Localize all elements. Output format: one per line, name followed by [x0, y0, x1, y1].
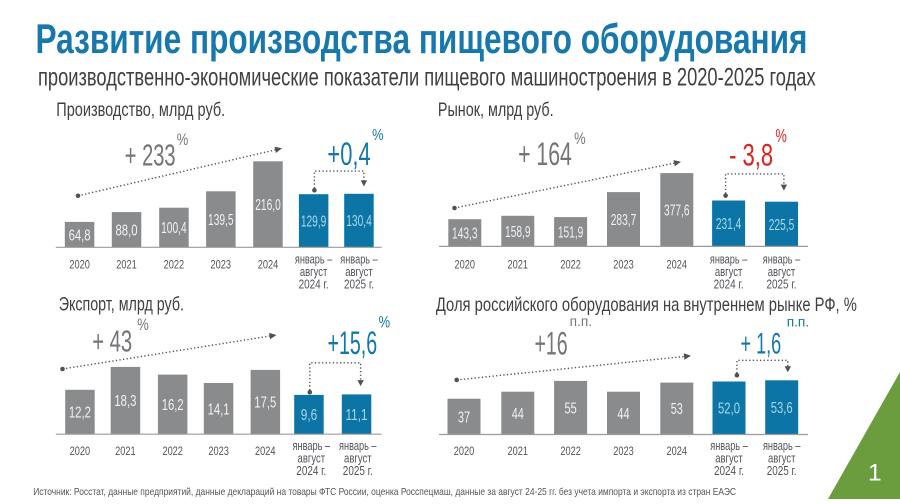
svg-text:37: 37 — [458, 409, 470, 426]
svg-text:2024: 2024 — [667, 444, 688, 458]
svg-text:п.п.: п.п. — [570, 313, 593, 329]
svg-text:Источник: Росстат, данные пред: Источник: Росстат, данные предприятий, д… — [33, 486, 736, 498]
svg-text:225,5: 225,5 — [769, 217, 795, 234]
svg-text:Доля российского оборудования: Доля российского оборудования на внутрен… — [436, 294, 857, 316]
svg-text:130,4: 130,4 — [346, 213, 372, 230]
svg-text:100,4: 100,4 — [161, 220, 187, 237]
svg-text:август: август — [715, 452, 743, 466]
svg-text:2024: 2024 — [255, 444, 276, 458]
svg-text:64,8: 64,8 — [69, 227, 91, 244]
svg-text:январь –: январь – — [763, 439, 801, 453]
svg-text:1: 1 — [868, 460, 882, 487]
svg-text:Рынок, млрд руб.: Рынок, млрд руб. — [438, 99, 554, 121]
svg-text:2023: 2023 — [613, 444, 634, 458]
svg-text:август: август — [768, 265, 796, 279]
svg-text:216,0: 216,0 — [255, 197, 281, 214]
svg-text:2025 г.: 2025 г. — [343, 464, 373, 478]
svg-text:+ 1,6: + 1,6 — [741, 328, 782, 361]
svg-text:2024 г.: 2024 г. — [296, 464, 326, 478]
svg-text:%: % — [137, 316, 149, 334]
svg-text:%: % — [775, 126, 787, 146]
svg-text:2024 г.: 2024 г. — [299, 278, 329, 292]
svg-text:%: % — [177, 130, 189, 149]
svg-text:158,9: 158,9 — [505, 224, 531, 241]
svg-text:2021: 2021 — [508, 444, 529, 458]
svg-text:52,0: 52,0 — [718, 401, 740, 418]
svg-text:Развитие производства пищевого: Развитие производства пищевого оборудова… — [36, 15, 808, 62]
svg-text:143,3: 143,3 — [452, 226, 478, 243]
svg-text:Экспорт, млрд руб.: Экспорт, млрд руб. — [59, 294, 184, 316]
svg-text:231,4: 231,4 — [716, 216, 742, 233]
svg-text:2024: 2024 — [667, 257, 688, 271]
svg-text:2023: 2023 — [613, 257, 634, 271]
svg-text:11,1: 11,1 — [346, 407, 368, 424]
svg-text:139,5: 139,5 — [208, 212, 234, 229]
svg-text:+16: +16 — [535, 326, 568, 362]
svg-text:2022: 2022 — [560, 257, 581, 271]
svg-text:август: август — [345, 265, 373, 279]
svg-text:август: август — [715, 265, 743, 279]
svg-text:август: август — [298, 452, 326, 466]
svg-text:53: 53 — [671, 401, 683, 418]
svg-text:2023: 2023 — [211, 257, 232, 271]
svg-text:14,1: 14,1 — [208, 401, 230, 418]
svg-text:Производство, млрд руб.: Производство, млрд руб. — [56, 99, 225, 121]
svg-text:44: 44 — [617, 406, 629, 423]
svg-text:2020: 2020 — [454, 444, 475, 458]
svg-text:п.п.: п.п. — [787, 314, 810, 330]
svg-text:%: % — [379, 313, 391, 332]
svg-text:151,9: 151,9 — [558, 224, 584, 241]
svg-text:+0,4: +0,4 — [327, 136, 370, 172]
svg-text:377,6: 377,6 — [664, 202, 690, 219]
svg-text:88,0: 88,0 — [116, 222, 138, 239]
svg-text:январь –: январь – — [293, 439, 331, 453]
svg-text:январь –: январь – — [339, 439, 377, 453]
svg-text:2025 г.: 2025 г. — [344, 278, 374, 292]
svg-text:январь –: январь – — [340, 253, 378, 267]
svg-text:2024 г.: 2024 г. — [714, 278, 744, 292]
svg-text:12,2: 12,2 — [69, 405, 91, 422]
svg-text:2024 г.: 2024 г. — [714, 464, 744, 478]
svg-text:январь –: январь – — [763, 253, 801, 267]
svg-text:2021: 2021 — [508, 257, 529, 271]
svg-text:- 3,8: - 3,8 — [729, 137, 773, 173]
svg-text:18,3: 18,3 — [114, 393, 136, 410]
svg-text:55: 55 — [565, 400, 577, 417]
svg-text:%: % — [574, 129, 586, 148]
svg-text:+ 164: + 164 — [518, 136, 572, 172]
svg-text:%: % — [372, 127, 384, 144]
svg-text:2022: 2022 — [162, 444, 183, 458]
svg-text:2025 г.: 2025 г. — [767, 278, 797, 292]
svg-text:2020: 2020 — [70, 444, 91, 458]
svg-text:2025 г.: 2025 г. — [767, 464, 797, 478]
svg-text:август: август — [300, 265, 328, 279]
svg-text:январь –: январь – — [710, 253, 748, 267]
svg-text:283,7: 283,7 — [611, 212, 637, 229]
svg-text:2022: 2022 — [560, 444, 581, 458]
svg-text:+ 43: + 43 — [92, 324, 132, 359]
svg-text:9,6: 9,6 — [301, 407, 318, 424]
svg-text:2020: 2020 — [69, 257, 90, 271]
svg-text:17,5: 17,5 — [254, 395, 276, 412]
svg-text:+15,6: +15,6 — [328, 325, 378, 361]
svg-text:август: август — [768, 452, 796, 466]
svg-text:53,6: 53,6 — [771, 400, 793, 417]
svg-text:январь –: январь – — [710, 439, 748, 453]
svg-text:2021: 2021 — [115, 444, 136, 458]
svg-text:+ 233: + 233 — [125, 138, 176, 173]
svg-text:август: август — [344, 452, 372, 466]
svg-text:16,2: 16,2 — [162, 397, 184, 414]
svg-text:2024: 2024 — [258, 257, 279, 271]
svg-text:129,9: 129,9 — [301, 213, 327, 230]
svg-text:2020: 2020 — [455, 257, 476, 271]
svg-text:январь –: январь – — [295, 253, 333, 267]
svg-text:2021: 2021 — [116, 257, 137, 271]
svg-text:44: 44 — [512, 406, 524, 423]
svg-text:2023: 2023 — [208, 444, 229, 458]
svg-text:производственно-экономические: производственно-экономические показатели… — [38, 64, 816, 92]
svg-text:2022: 2022 — [164, 257, 185, 271]
